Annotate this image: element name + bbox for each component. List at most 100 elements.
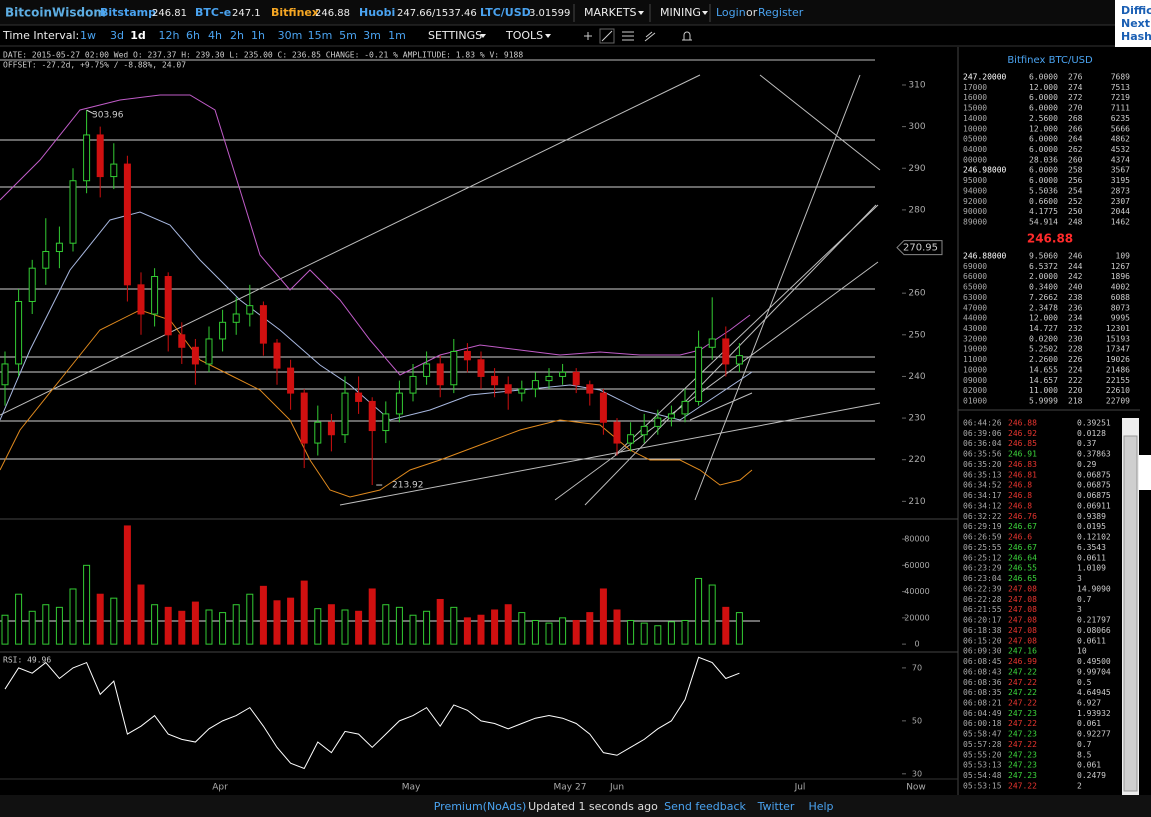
candle-body bbox=[463, 350, 471, 361]
order-price: 43000 bbox=[963, 324, 987, 333]
interval-button[interactable]: 1h bbox=[251, 29, 265, 42]
ticker-name[interactable]: Bitfinex bbox=[271, 6, 319, 19]
volume-bar bbox=[246, 593, 254, 645]
trade-price: 246.92 bbox=[1008, 429, 1037, 438]
order-price: 10000 bbox=[963, 365, 987, 374]
tools-menu[interactable]: TOOLS bbox=[505, 29, 543, 42]
icon-line[interactable] bbox=[599, 28, 615, 44]
y-tick-label: 250 bbox=[908, 330, 925, 340]
trade-price: 247.16 bbox=[1008, 647, 1037, 656]
ticker-price[interactable]: 3.01599 bbox=[529, 8, 570, 19]
trade-amount: 0.92277 bbox=[1077, 730, 1111, 739]
icon-tools[interactable] bbox=[601, 30, 656, 42]
icon-plus[interactable] bbox=[584, 32, 592, 40]
interval-button[interactable]: 2h bbox=[230, 29, 244, 42]
trade-time: 05:58:47 bbox=[963, 730, 1002, 739]
ticker-name[interactable]: BTC-e bbox=[195, 6, 231, 19]
volume-bar bbox=[409, 614, 417, 645]
ticker-price[interactable]: 246.81 bbox=[152, 8, 187, 19]
brand[interactable]: BitcoinWisdom bbox=[5, 6, 106, 20]
volume-bar bbox=[586, 612, 594, 645]
interval-button[interactable]: 3m bbox=[363, 29, 381, 42]
trade-price: 247.23 bbox=[1008, 750, 1037, 759]
side-panel-text: Next: bbox=[1121, 17, 1151, 30]
toolbar-icons[interactable] bbox=[584, 28, 692, 44]
order-sum: 9995 bbox=[1111, 314, 1130, 323]
trade-amount: 0.37863 bbox=[1077, 450, 1111, 459]
interval-button[interactable]: 30m bbox=[278, 29, 303, 42]
footer-premium[interactable]: Premium(NoAds) bbox=[434, 800, 527, 813]
menu[interactable]: MARKETS bbox=[584, 6, 637, 19]
trade-price: 246.64 bbox=[1008, 553, 1037, 562]
order-count: 266 bbox=[1068, 124, 1083, 133]
candle-body bbox=[28, 267, 36, 302]
order-price: 69000 bbox=[963, 262, 987, 271]
menu[interactable]: MINING bbox=[660, 6, 701, 19]
footer-feedback[interactable]: Send feedback bbox=[664, 800, 746, 813]
interval-button[interactable]: 1w bbox=[80, 29, 96, 42]
trade-amount: 0.0128 bbox=[1077, 429, 1106, 438]
interval-button[interactable]: 1d bbox=[130, 29, 146, 42]
trend-line bbox=[0, 74, 881, 506]
ticker-price[interactable]: 247.66/1537.46 bbox=[397, 8, 477, 19]
interval-button[interactable]: 15m bbox=[308, 29, 333, 42]
order-count: 234 bbox=[1068, 314, 1083, 323]
trade-amount: 0.061 bbox=[1077, 719, 1101, 728]
trade-price: 246.81 bbox=[1008, 470, 1037, 479]
order-price: 17000 bbox=[963, 83, 987, 92]
interval-button[interactable]: 3d bbox=[110, 29, 124, 42]
volume-bar bbox=[178, 610, 186, 645]
ticker-name[interactable]: Bitstamp bbox=[100, 6, 156, 19]
candle-body bbox=[504, 384, 512, 394]
order-price: 63000 bbox=[963, 293, 987, 302]
interval-button[interactable]: 12h bbox=[159, 29, 180, 42]
menu-arrow bbox=[638, 11, 644, 15]
register-link[interactable]: Register bbox=[758, 6, 804, 19]
interval-button[interactable]: 6h bbox=[186, 29, 200, 42]
settings-menu[interactable]: SETTINGS bbox=[428, 29, 482, 42]
candle-body bbox=[518, 388, 526, 394]
trade-price: 246.6 bbox=[1008, 533, 1032, 542]
footer-help[interactable]: Help bbox=[808, 800, 833, 813]
offset-info: OFFSET: -27.2d, +9.75% / -8.88%, 24.07 bbox=[3, 61, 186, 70]
order-sum: 19026 bbox=[1106, 355, 1130, 364]
order-amount: 7.2662 bbox=[1029, 293, 1058, 302]
order-amount: 5.2502 bbox=[1029, 345, 1058, 354]
footer-twitter[interactable]: Twitter bbox=[757, 800, 795, 813]
candle-body bbox=[110, 163, 118, 178]
candle-body bbox=[355, 392, 363, 402]
trade-time: 06:23:29 bbox=[963, 564, 1002, 573]
trade-amount: 6.927 bbox=[1077, 698, 1101, 707]
order-price: 14000 bbox=[963, 114, 987, 123]
candle-body bbox=[246, 305, 254, 315]
ticker-name[interactable]: Huobi bbox=[359, 6, 395, 19]
candle-body bbox=[599, 392, 607, 423]
candle-body bbox=[667, 413, 675, 419]
icon-alert[interactable] bbox=[682, 31, 692, 41]
trade-price: 246.67 bbox=[1008, 522, 1037, 531]
order-sum: 4002 bbox=[1111, 283, 1130, 292]
order-sum: 22610 bbox=[1106, 386, 1130, 395]
trade-amount: 4.64945 bbox=[1077, 688, 1111, 697]
order-price: 05000 bbox=[963, 135, 987, 144]
candle-body bbox=[69, 180, 77, 244]
order-sum: 1267 bbox=[1111, 262, 1130, 271]
interval-button[interactable]: 5m bbox=[339, 29, 357, 42]
ticker-name[interactable]: LTC/USD bbox=[480, 6, 531, 19]
candle-body bbox=[178, 334, 186, 348]
ticker-price[interactable]: 247.1 bbox=[232, 8, 261, 19]
order-price: 32000 bbox=[963, 334, 987, 343]
login-link[interactable]: Login bbox=[716, 6, 746, 19]
footer-bar bbox=[0, 795, 1151, 817]
nav-separator bbox=[573, 4, 711, 22]
order-sum: 22709 bbox=[1106, 397, 1130, 406]
volume-bar bbox=[681, 619, 689, 645]
trade-amount: 0.06911 bbox=[1077, 501, 1111, 510]
scrollbar-thumb[interactable] bbox=[1123, 435, 1138, 792]
volume-bar bbox=[436, 598, 444, 645]
interval-button[interactable]: 1m bbox=[388, 29, 406, 42]
ticker-price[interactable]: 246.88 bbox=[315, 8, 350, 19]
interval-button[interactable]: 4h bbox=[208, 29, 222, 42]
candle-body bbox=[232, 313, 240, 323]
trade-time: 05:54:48 bbox=[963, 771, 1002, 780]
